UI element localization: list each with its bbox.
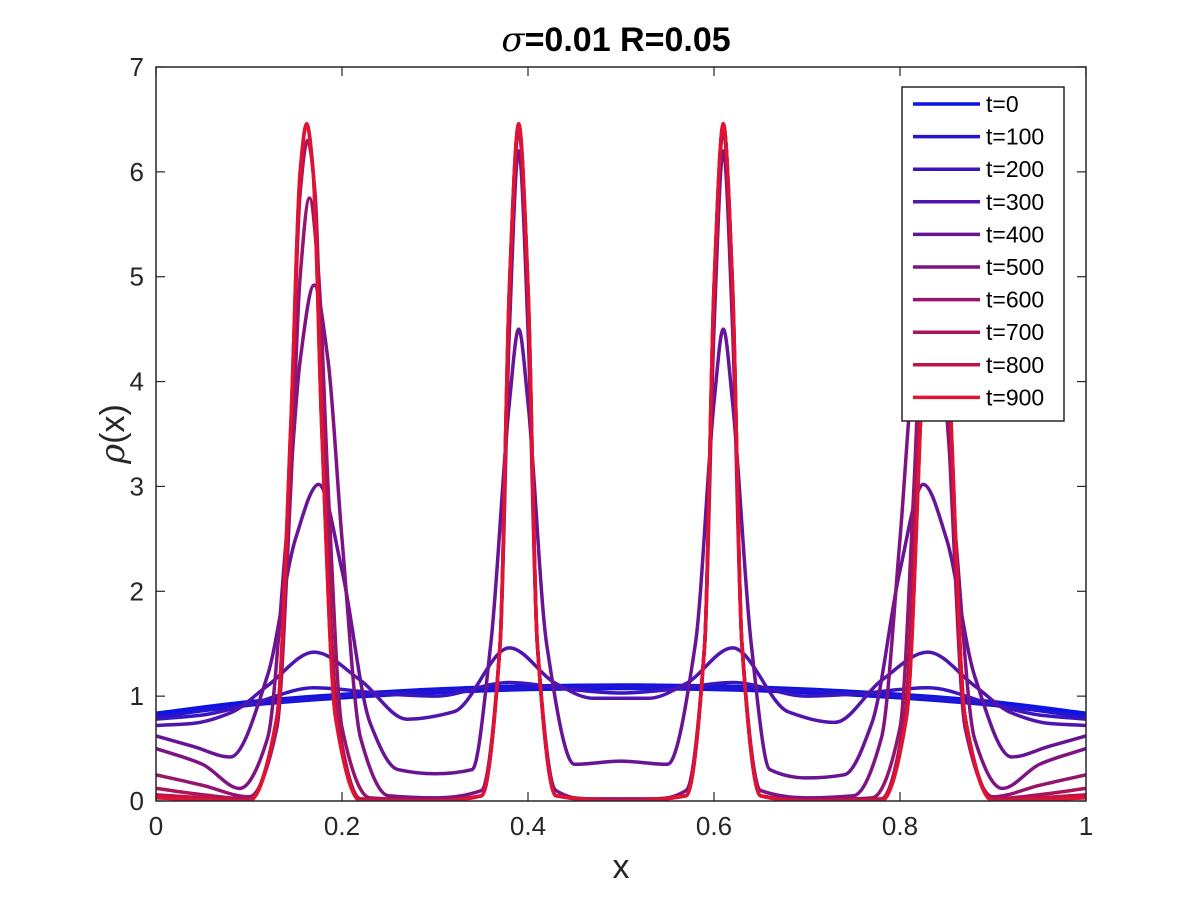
legend-label: t=900 [986,384,1044,410]
y-axis-label: ρ(x) [93,404,133,465]
x-tick-label: 0.4 [510,811,546,841]
y-label-text: (x) [94,404,132,444]
legend-label: t=700 [986,319,1044,345]
axes-box [155,66,1087,802]
series-line-t-100 [156,684,1086,719]
legend-label: t=300 [986,189,1044,215]
series-line-t-300 [156,646,1086,728]
y-tick-label: 2 [130,576,144,606]
y-tick-label: 3 [130,471,144,501]
x-axis-label: x [613,848,630,886]
legend-label: t=500 [986,254,1044,280]
y-label-rho-symbol: ρ [93,444,133,465]
x-tick-label: 0.8 [882,811,918,841]
x-tick-label: 1 [1079,811,1093,841]
ticks-layer: 0 0.2 0.4 0.6 0.8 1 0 1 2 3 4 5 6 7 [130,52,1094,841]
legend-label: t=0 [986,91,1019,117]
legend: t=0 t=100 t=200 t=300 t=400 t=500 t=600 t=700 t=… [901,86,1065,422]
legend-label: t=100 [986,124,1044,150]
series-line-t-200 [156,680,1086,721]
y-tick-label: 6 [130,157,144,187]
x-tick-label: 0.6 [696,811,732,841]
y-tick-label: 5 [130,262,144,292]
y-tick-label: 7 [130,52,144,82]
legend-label: t=800 [986,352,1044,378]
y-tick-label: 4 [130,367,144,397]
legend-label: t=400 [986,221,1044,247]
y-tick-label: 1 [130,681,144,711]
legend-label: t=200 [986,156,1044,182]
x-tick-label: 0 [149,811,163,841]
y-tick-label: 0 [130,786,144,816]
title-text: =0.01 R=0.05 [525,21,731,59]
legend-label: t=600 [986,287,1044,313]
title-sigma-symbol: σ [501,20,525,60]
chart-title: σ=0.01 R=0.05 [501,20,730,60]
series-line-t-400 [156,327,1086,780]
x-tick-label: 0.2 [324,811,360,841]
